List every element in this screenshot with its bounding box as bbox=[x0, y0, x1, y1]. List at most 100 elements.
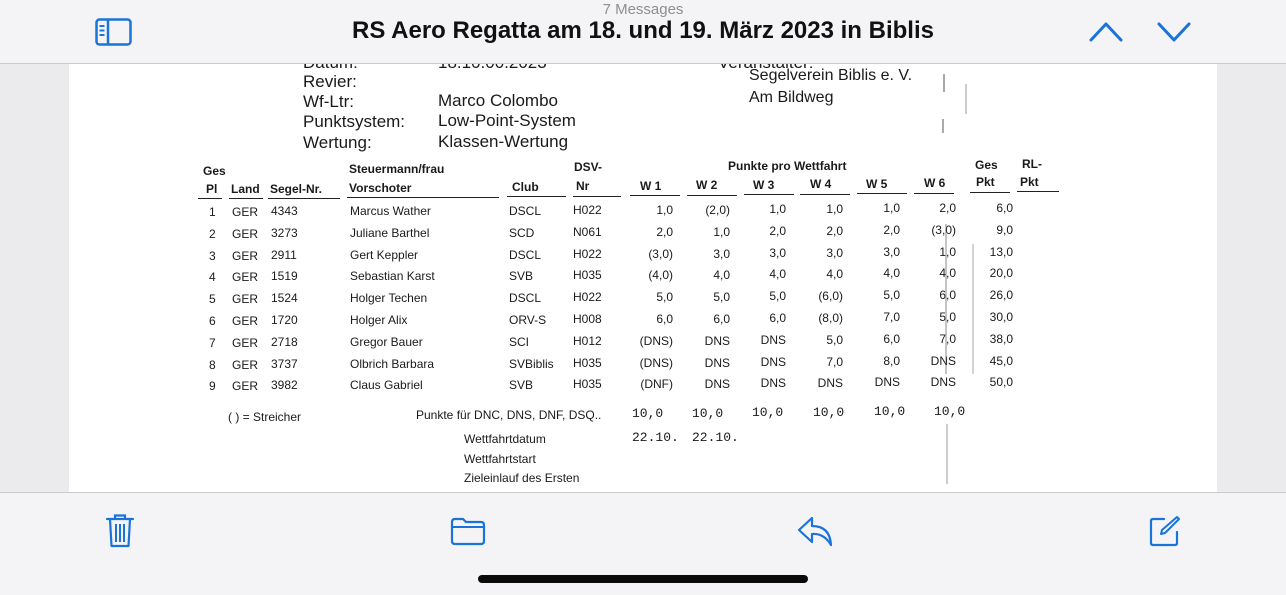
chevron-up-icon[interactable] bbox=[1089, 21, 1123, 43]
cell-w2: 5,0 bbox=[713, 290, 730, 305]
cell-segel-nr: 4343 bbox=[271, 204, 298, 218]
cell-w3: 5,0 bbox=[769, 289, 786, 304]
cell-w5: 5,0 bbox=[883, 288, 900, 303]
folder-icon[interactable] bbox=[450, 517, 486, 546]
cell-land: GER bbox=[232, 270, 259, 285]
cell-w2: (2,0) bbox=[705, 203, 730, 217]
cell-dsv-nr: H022 bbox=[573, 246, 602, 261]
wfltr-label: Wf-Ltr: bbox=[303, 92, 354, 111]
cell-w1: (DNS) bbox=[639, 355, 673, 370]
cell-land: GER bbox=[232, 379, 259, 394]
veranstalter-street: Am Bildweg bbox=[749, 89, 834, 106]
cell-segel-nr: 3982 bbox=[271, 378, 298, 393]
cell-w4: 5,0 bbox=[826, 332, 843, 347]
cell-w5: DNS bbox=[874, 375, 900, 390]
cell-w5: 3,0 bbox=[883, 244, 900, 259]
cell-land: GER bbox=[232, 205, 259, 219]
cell-w6: DNS bbox=[930, 353, 956, 368]
cell-ges-pkt: 50,0 bbox=[989, 375, 1013, 390]
cell-w3: 6,0 bbox=[769, 311, 786, 325]
cell-segel-nr: 3737 bbox=[271, 356, 298, 371]
punkte-value: 10,0 bbox=[632, 406, 664, 421]
col-w3: W 3 bbox=[753, 178, 775, 192]
cell-land: GER bbox=[232, 226, 259, 241]
wertung-value: Klassen-Wertung bbox=[438, 132, 569, 151]
cell-name: Gregor Bauer bbox=[350, 334, 423, 349]
col-club: Club bbox=[512, 180, 539, 194]
cell-w6: 4,0 bbox=[939, 266, 956, 281]
cell-pl: 6 bbox=[209, 314, 216, 328]
col-dsv-top: DSV- bbox=[574, 160, 603, 174]
cell-w1: 1,0 bbox=[656, 203, 673, 217]
col-vorschoter: Vorschoter bbox=[349, 181, 412, 195]
cell-pl: 8 bbox=[209, 357, 216, 372]
cell-ges-pkt: 20,0 bbox=[989, 266, 1013, 281]
cell-w6: 1,0 bbox=[939, 244, 956, 259]
cell-w2: DNS bbox=[704, 333, 730, 348]
cell-w6: 2,0 bbox=[939, 201, 956, 215]
cell-dsv-nr: N061 bbox=[573, 224, 602, 239]
wettfahrtdatum-value: 22.10. bbox=[632, 430, 679, 445]
mail-subject: RS Aero Regatta am 18. und 19. März 2023… bbox=[352, 17, 934, 44]
cell-land: GER bbox=[232, 292, 259, 307]
home-indicator[interactable] bbox=[478, 575, 808, 583]
cell-w2: 4,0 bbox=[713, 268, 730, 283]
veranstalter-name: Segelverein Biblis e. V. bbox=[749, 67, 913, 84]
cell-segel-nr: 2911 bbox=[271, 247, 297, 262]
col-gespkt-top: Ges bbox=[975, 158, 998, 172]
cell-dsv-nr: H035 bbox=[573, 355, 602, 370]
cell-w1: 5,0 bbox=[656, 290, 673, 305]
cell-pl: 3 bbox=[209, 248, 216, 263]
cell-club: DSCL bbox=[509, 204, 542, 218]
cell-segel-nr: 3273 bbox=[271, 225, 298, 240]
cell-land: GER bbox=[232, 248, 259, 263]
cell-segel-nr: 1524 bbox=[271, 291, 298, 306]
col-w6: W 6 bbox=[924, 176, 946, 190]
wfltr-value: Marco Colombo bbox=[438, 91, 558, 110]
cell-name: Sebastian Karst bbox=[350, 269, 435, 284]
cell-land: GER bbox=[232, 314, 259, 328]
cell-name: Claus Gabriel bbox=[350, 378, 423, 393]
cell-pl: 2 bbox=[209, 226, 216, 241]
cell-w5: 8,0 bbox=[883, 353, 900, 368]
cell-club: DSCL bbox=[509, 247, 542, 262]
reply-icon[interactable] bbox=[797, 515, 833, 548]
sidebar-icon[interactable] bbox=[95, 18, 132, 46]
col-land: Land bbox=[231, 182, 260, 196]
cell-w6: 6,0 bbox=[939, 288, 956, 303]
attachment-viewer[interactable]: Datum: 18.10.00.2023 Veranstalter: Revie… bbox=[0, 64, 1286, 492]
cell-name: Holger Alix bbox=[350, 313, 408, 327]
message-count: 7 Messages bbox=[602, 1, 684, 18]
cell-w6: 5,0 bbox=[939, 310, 956, 324]
cell-club: SVB bbox=[509, 378, 534, 393]
punktsystem-label: Punktsystem: bbox=[303, 112, 406, 131]
results-document: Datum: 18.10.00.2023 Veranstalter: Revie… bbox=[69, 64, 1217, 492]
punkte-value: 10,0 bbox=[934, 404, 966, 419]
trash-icon[interactable] bbox=[105, 513, 135, 549]
cell-ges-pkt: 13,0 bbox=[989, 244, 1013, 259]
cell-w4: 1,0 bbox=[826, 202, 843, 216]
cell-w5: 1,0 bbox=[883, 201, 900, 215]
cell-pl: 4 bbox=[209, 270, 216, 285]
cell-name: Juliane Barthel bbox=[350, 225, 430, 240]
wertung-label: Wertung: bbox=[303, 133, 372, 152]
cell-pl: 1 bbox=[209, 205, 216, 219]
chevron-down-icon[interactable] bbox=[1157, 21, 1191, 43]
cell-w3: 2,0 bbox=[769, 223, 786, 238]
cell-w5: 7,0 bbox=[883, 310, 900, 324]
cell-club: DSCL bbox=[509, 291, 542, 306]
col-dsv-nr: Nr bbox=[576, 179, 590, 193]
punkte-value: 10,0 bbox=[692, 406, 724, 421]
cell-w4: DNS bbox=[817, 376, 843, 391]
col-gespkt: Pkt bbox=[976, 175, 995, 189]
cell-club: SCI bbox=[509, 334, 530, 349]
cell-w5: 6,0 bbox=[883, 331, 900, 346]
compose-icon[interactable] bbox=[1148, 514, 1182, 548]
wettfahrtdatum-label: Wettfahrtdatum bbox=[464, 432, 546, 446]
wettfahrtdatum-value: 22.10. bbox=[692, 430, 739, 445]
cell-segel-nr: 1720 bbox=[271, 313, 298, 327]
col-ges-top: Ges bbox=[203, 164, 226, 178]
cell-dsv-nr: H008 bbox=[573, 312, 602, 326]
navigation-bar: 7 Messages RS Aero Regatta am 18. und 19… bbox=[0, 0, 1286, 64]
col-segel-nr: Segel-Nr. bbox=[270, 182, 323, 196]
